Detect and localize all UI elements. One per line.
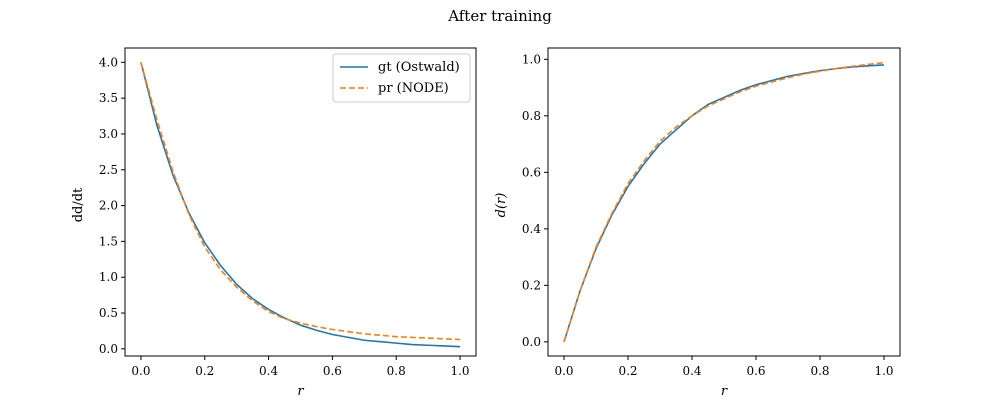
- chart-left-series-pr-line: [140, 62, 461, 341]
- chart-right-y-tick-label: 0.0: [522, 335, 541, 349]
- chart-right-series-pr-line: [563, 61, 885, 343]
- chart-left-x-tick-label: 1.0: [450, 364, 469, 378]
- chart-left-x-tick-label: 0.0: [131, 364, 150, 378]
- legend-label-gt: gt (Ostwald): [378, 60, 460, 75]
- chart-right-x-tick-label: 0.8: [810, 364, 829, 378]
- chart-left-y-tick-label: 0.0: [99, 342, 118, 356]
- figure-title: After training: [447, 7, 552, 25]
- chart-left-x-tick-label: 0.6: [323, 364, 342, 378]
- chart-right-x-tick-label: 0.2: [618, 364, 637, 378]
- chart-right: 0.0 0.2 0.4 0.6 0.8 1.0 0.0 0.2 0.4 0.6 0.8 1.0 r d…: [494, 47, 901, 399]
- chart-left-series-layer: [140, 62, 461, 348]
- chart-left-y-tick-label: 1.5: [99, 234, 118, 248]
- chart-right-series-layer: [563, 61, 885, 343]
- chart-left-plot-frame: [124, 47, 477, 357]
- chart-left-x-axis-label: r: [297, 384, 304, 399]
- legend-box: [332, 53, 471, 103]
- chart-right-x-tick-label: 0.6: [746, 364, 765, 378]
- chart-right-x-tick-label: 0.0: [554, 364, 573, 378]
- legend-label-pr: pr (NODE): [378, 81, 449, 96]
- chart-left-y-tick-label: 0.5: [99, 306, 118, 320]
- chart-left-series-gt-line: [140, 62, 461, 348]
- chart-left-y-tick-label: 2.0: [99, 199, 118, 213]
- chart-left-y-axis-label: dd/dt: [71, 187, 86, 222]
- chart-right-axis-layer: 0.0 0.2 0.4 0.6 0.8 1.0 0.0 0.2 0.4 0.6 0.8 1.0: [522, 52, 894, 378]
- chart-left-y-tick-label: 1.0: [99, 270, 118, 284]
- chart-right-series-gt-line: [563, 64, 885, 343]
- chart-left-y-tick-label: 4.0: [99, 55, 118, 69]
- chart-right-plot-frame: [547, 47, 901, 357]
- chart-left-x-tick-label: 0.2: [195, 364, 214, 378]
- chart-right-y-axis-label: d(r): [494, 193, 509, 218]
- chart-right-y-tick-label: 0.4: [522, 222, 541, 236]
- chart-left-y-tick-label: 3.0: [99, 127, 118, 141]
- chart-right-y-tick-label: 0.8: [522, 109, 541, 123]
- chart-left-legend: gt (Ostwald) pr (NODE): [332, 53, 471, 103]
- chart-right-x-axis-label: r: [721, 384, 728, 399]
- chart-right-x-tick-label: 0.4: [682, 364, 701, 378]
- chart-left-x-tick-label: 0.4: [259, 364, 278, 378]
- chart-left-y-tick-label: 2.5: [99, 163, 118, 177]
- chart-right-y-tick-label: 0.6: [522, 165, 541, 179]
- chart-left-x-tick-label: 0.8: [387, 364, 406, 378]
- chart-right-y-tick-label: 0.2: [522, 278, 541, 292]
- chart-left-axis-layer: 0.0 0.2 0.4 0.6 0.8 1.0 0.0 0.5 1.0 1.5 2.0 2.5 3.0 3…: [99, 55, 470, 378]
- chart-right-y-tick-label: 1.0: [522, 52, 541, 66]
- chart-left-y-tick-label: 3.5: [99, 91, 118, 105]
- chart-left: 0.0 0.2 0.4 0.6 0.8 1.0 0.0 0.5 1.0 1.5 2.0 2.5 3.0 3…: [71, 47, 477, 399]
- chart-right-x-tick-label: 1.0: [874, 364, 893, 378]
